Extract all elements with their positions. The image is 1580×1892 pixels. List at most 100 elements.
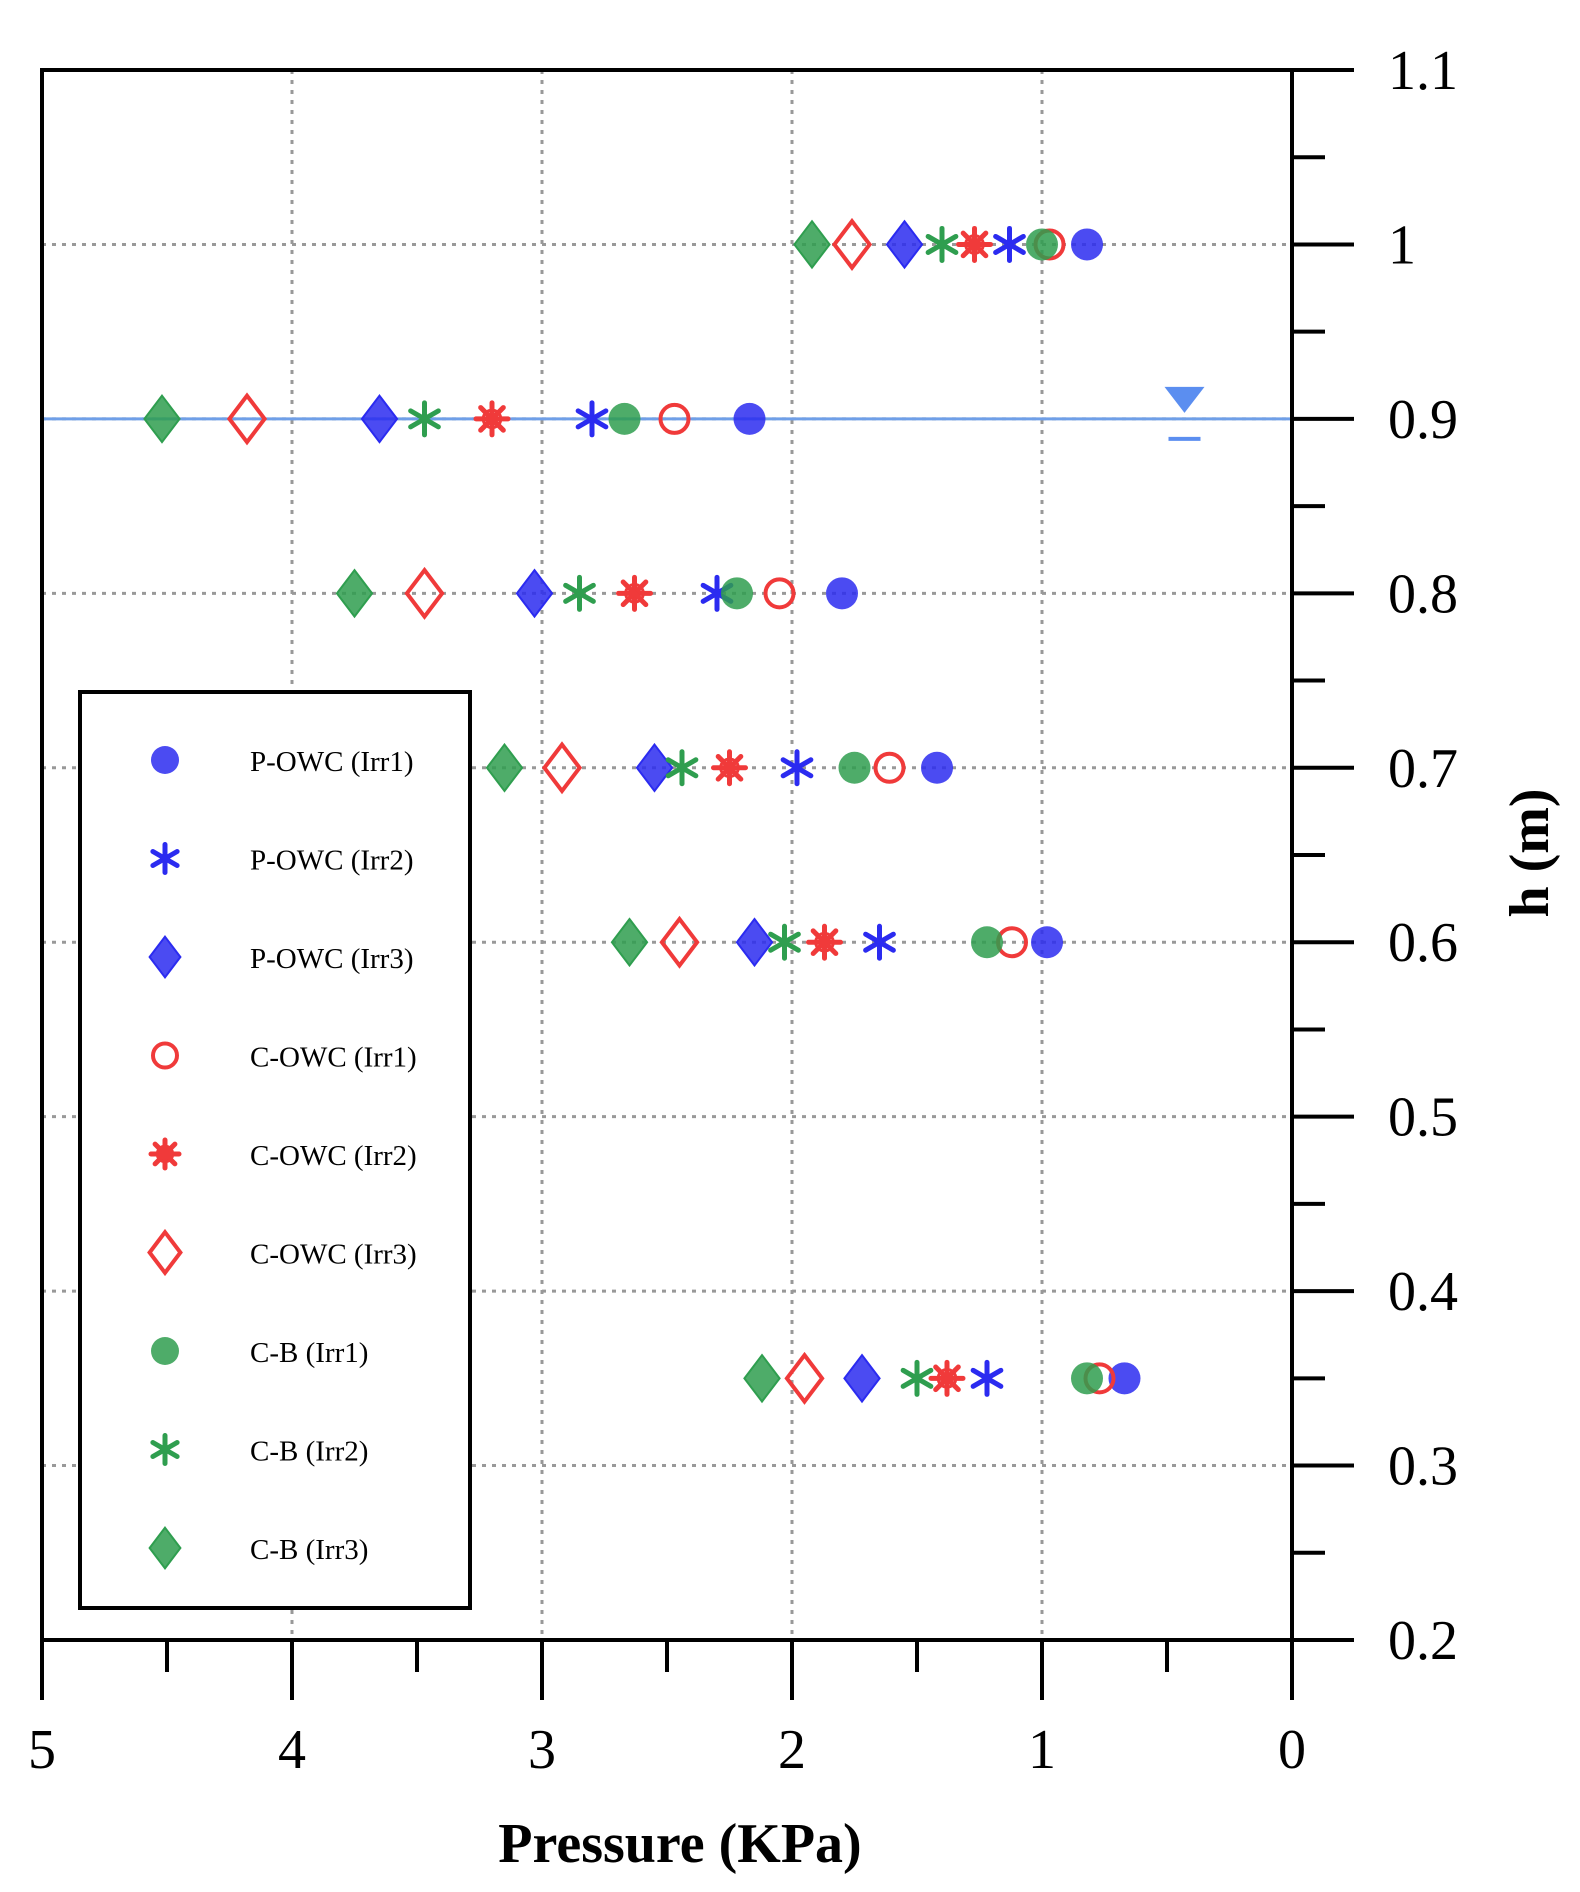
y-tick-label: 0.8 xyxy=(1388,563,1458,625)
marker xyxy=(635,742,674,793)
marker-circle xyxy=(1026,228,1058,261)
marker xyxy=(721,577,753,610)
y-tick-label: 0.3 xyxy=(1388,1436,1458,1498)
marker-diamond xyxy=(148,935,182,979)
marker-circle xyxy=(721,577,753,610)
x-tick-label: 4 xyxy=(278,1719,306,1781)
marker-stroke xyxy=(152,1141,178,1167)
marker xyxy=(956,225,993,263)
x-tick-label: 1 xyxy=(1028,1719,1056,1781)
marker-circle xyxy=(763,577,796,610)
marker-circle xyxy=(971,926,1003,959)
marker-diamond xyxy=(485,742,524,793)
marker xyxy=(151,746,179,774)
marker xyxy=(148,1526,182,1570)
marker xyxy=(665,749,699,787)
marker xyxy=(711,749,748,787)
data-markers xyxy=(143,217,1141,1405)
marker-circle xyxy=(873,751,906,784)
marker xyxy=(335,568,374,619)
marker xyxy=(616,574,653,612)
marker-circle xyxy=(608,402,641,435)
marker-diamond xyxy=(635,742,674,793)
marker-stroke xyxy=(150,849,180,868)
marker xyxy=(1031,926,1063,959)
marker-stroke xyxy=(478,405,506,433)
marker-ring xyxy=(155,1144,175,1164)
marker xyxy=(610,917,649,968)
marker-diamond xyxy=(515,568,554,619)
marker xyxy=(150,842,180,875)
marker-diamond xyxy=(148,1526,182,1570)
marker-circle xyxy=(826,577,858,610)
marker xyxy=(921,751,953,784)
marker xyxy=(608,402,641,435)
marker xyxy=(763,577,796,610)
marker xyxy=(806,923,843,961)
marker-stroke xyxy=(810,928,839,957)
marker xyxy=(873,751,906,784)
marker-circle xyxy=(1071,1362,1103,1395)
marker xyxy=(659,915,700,969)
marker-ring xyxy=(936,1368,958,1389)
marker-ring xyxy=(719,757,740,779)
marker xyxy=(733,402,766,435)
marker-circle xyxy=(838,751,871,784)
marker-diamond xyxy=(335,568,374,619)
marker xyxy=(928,1359,966,1397)
marker xyxy=(541,741,583,795)
marker-stroke xyxy=(665,757,699,779)
marker xyxy=(971,926,1003,959)
marker xyxy=(151,1337,179,1365)
marker-stroke xyxy=(575,408,609,430)
marker-stroke xyxy=(563,582,596,604)
marker-diamond xyxy=(843,1353,881,1404)
marker xyxy=(970,1359,1004,1397)
marker-circle xyxy=(921,751,953,784)
marker xyxy=(226,392,268,446)
marker xyxy=(993,225,1026,263)
x-tick-label: 0 xyxy=(1278,1719,1306,1781)
marker xyxy=(826,577,858,610)
y-tick-label: 1 xyxy=(1388,214,1416,276)
marker xyxy=(843,1353,881,1404)
marker-stroke xyxy=(960,230,989,259)
marker-diamond xyxy=(831,217,873,271)
marker xyxy=(658,402,691,435)
marker-ring xyxy=(481,408,503,430)
marker-diamond xyxy=(610,917,649,968)
marker xyxy=(575,400,609,438)
marker-stroke xyxy=(620,579,649,608)
marker xyxy=(1071,228,1103,261)
marker xyxy=(1108,1362,1141,1395)
y-tick-label: 0.4 xyxy=(1388,1261,1458,1323)
marker-circle xyxy=(1031,926,1063,959)
x-axis-title: Pressure (KPa) xyxy=(498,1813,861,1875)
marker-diamond xyxy=(793,219,831,270)
marker-diamond xyxy=(147,1228,183,1277)
marker-circle xyxy=(151,1041,179,1070)
legend-entry-label: C-B (Irr1) xyxy=(250,1337,368,1369)
marker xyxy=(1026,228,1058,261)
legend-entry-label: C-OWC (Irr1) xyxy=(250,1042,417,1074)
marker xyxy=(404,566,445,620)
y-tick-label: 0.5 xyxy=(1388,1087,1458,1149)
y-tick-label: 0.2 xyxy=(1388,1610,1458,1672)
marker xyxy=(784,1351,825,1405)
marker xyxy=(408,400,441,438)
still-water-level xyxy=(42,386,1292,441)
axis-ticks: 5 4 3 2 1 0 0.2 0.3 0.4 0.5 0.6 0.7 0.8 0.9 1 1.1 xyxy=(28,40,1458,1781)
y-tick-label: 1.1 xyxy=(1388,40,1458,102)
y-tick-label: 0.7 xyxy=(1388,738,1458,800)
marker-diamond xyxy=(143,394,181,444)
marker xyxy=(863,923,896,961)
marker-diamond xyxy=(885,219,924,270)
marker-stroke xyxy=(993,233,1026,255)
legend-entry-label: P-OWC (Irr2) xyxy=(250,845,413,877)
marker-ring xyxy=(624,583,645,604)
marker xyxy=(768,923,801,961)
marker xyxy=(780,749,814,787)
marker-diamond xyxy=(360,394,399,444)
marker-circle xyxy=(1071,228,1103,261)
marker xyxy=(900,1359,934,1397)
